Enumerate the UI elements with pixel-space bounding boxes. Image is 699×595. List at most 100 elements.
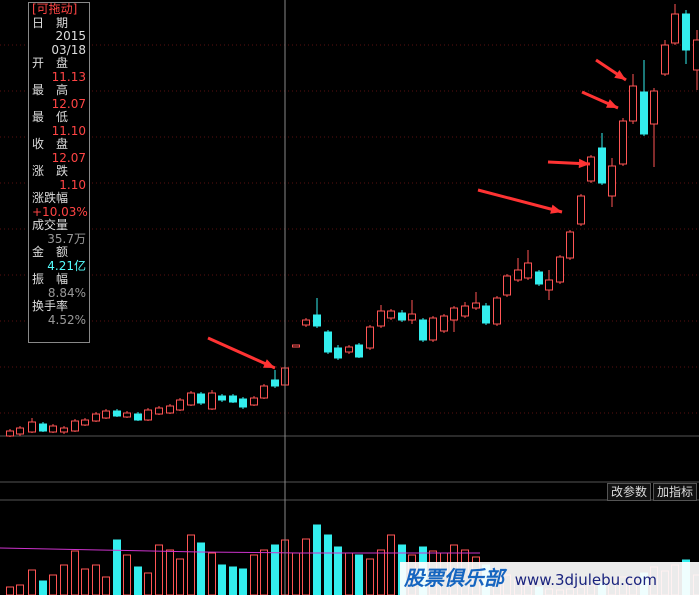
candle xyxy=(440,315,448,332)
arrow-head xyxy=(614,69,626,80)
field-value: 12.07 xyxy=(51,96,86,111)
candle xyxy=(6,430,14,437)
candle xyxy=(92,413,100,422)
candle xyxy=(450,307,458,321)
candle xyxy=(577,195,585,225)
field-value: 4.21亿 xyxy=(47,258,86,273)
volume-bar xyxy=(102,576,110,595)
candle xyxy=(81,419,89,426)
volume-bar xyxy=(187,534,195,595)
volume-bar xyxy=(218,564,226,595)
candle xyxy=(302,319,310,326)
volume-bar xyxy=(28,569,36,595)
field-label: 收 盘 xyxy=(32,137,69,151)
candle xyxy=(503,275,511,296)
field-label: 最 高 xyxy=(32,83,69,97)
candle xyxy=(218,395,226,401)
field-label: 振 幅 xyxy=(32,272,69,286)
candle xyxy=(134,413,142,421)
volume-bar xyxy=(239,568,247,595)
volume-bar xyxy=(271,544,279,595)
candle xyxy=(377,310,385,327)
candle xyxy=(239,398,247,408)
candle xyxy=(366,326,374,349)
candle xyxy=(619,120,627,165)
candle xyxy=(208,392,216,410)
candle xyxy=(387,310,395,319)
candle xyxy=(524,262,532,279)
candle xyxy=(556,256,564,283)
volume-bar xyxy=(197,542,205,595)
candle xyxy=(661,44,669,75)
candle xyxy=(472,302,480,309)
field-value: 8.84% xyxy=(47,285,86,300)
candle xyxy=(334,347,342,359)
volume-bar xyxy=(260,549,268,595)
candle xyxy=(102,410,110,419)
button[interactable]: 加指标 xyxy=(653,483,698,501)
field-label: 开 盘 xyxy=(32,56,69,70)
field-value: +10.03% xyxy=(32,204,88,219)
candle xyxy=(313,314,321,327)
volume-bar xyxy=(134,566,142,595)
candle xyxy=(49,425,57,433)
field-value: 4.52% xyxy=(47,312,86,327)
watermark-brand: 股票俱乐部 xyxy=(404,566,504,590)
volume-bar xyxy=(6,586,14,595)
candle xyxy=(292,344,300,348)
field-value: 12.07 xyxy=(51,150,86,165)
candle xyxy=(629,85,637,122)
info-panel[interactable]: [可拖动] 日 期 2015 03/18 开 盘 11.13 最 高 12.07 最 低 11.… xyxy=(28,2,90,343)
candle xyxy=(493,297,501,325)
candle xyxy=(587,156,595,182)
volume-bar xyxy=(377,549,385,595)
volume-bar xyxy=(166,549,174,595)
candle xyxy=(514,269,522,281)
candle xyxy=(187,392,195,406)
candle xyxy=(408,313,416,321)
candle xyxy=(123,412,131,418)
volume-bar xyxy=(155,544,163,595)
field-value: 1.10 xyxy=(59,177,86,192)
arrow-head xyxy=(263,359,275,368)
candle xyxy=(535,271,543,285)
candle xyxy=(166,405,174,414)
candle xyxy=(650,90,658,125)
candle xyxy=(176,399,184,411)
volume-bar xyxy=(81,568,89,595)
field-value: 35.7万 xyxy=(47,231,86,246)
volume-bar xyxy=(366,558,374,595)
field-value: 2015 xyxy=(55,29,86,43)
candle xyxy=(419,319,427,341)
candle xyxy=(28,421,36,433)
candle xyxy=(640,91,648,135)
button[interactable]: 改参数 xyxy=(607,483,652,501)
volume-bar xyxy=(324,534,332,595)
volume-bar xyxy=(16,584,24,595)
volume-bar xyxy=(49,574,57,595)
field-label: 最 低 xyxy=(32,110,69,124)
candle xyxy=(144,409,152,421)
candle xyxy=(39,423,47,432)
arrow-head xyxy=(550,204,562,214)
watermark-url: www.3djulebu.com xyxy=(514,571,657,589)
volume-bar xyxy=(144,572,152,595)
candle xyxy=(355,344,363,358)
field-value: 11.13 xyxy=(51,69,86,84)
volume-bar xyxy=(92,564,100,595)
candle xyxy=(545,279,553,291)
candle xyxy=(113,410,121,417)
candle xyxy=(197,393,205,404)
candle xyxy=(16,427,24,435)
field-label: 涨 跌 xyxy=(32,164,69,178)
volume-bar xyxy=(71,550,79,595)
volume-bar xyxy=(292,552,300,595)
candle xyxy=(71,420,79,432)
candle xyxy=(250,397,258,406)
candle xyxy=(271,379,279,387)
volume-bar xyxy=(345,552,353,595)
candle xyxy=(229,395,237,403)
volume-bar xyxy=(302,538,310,595)
